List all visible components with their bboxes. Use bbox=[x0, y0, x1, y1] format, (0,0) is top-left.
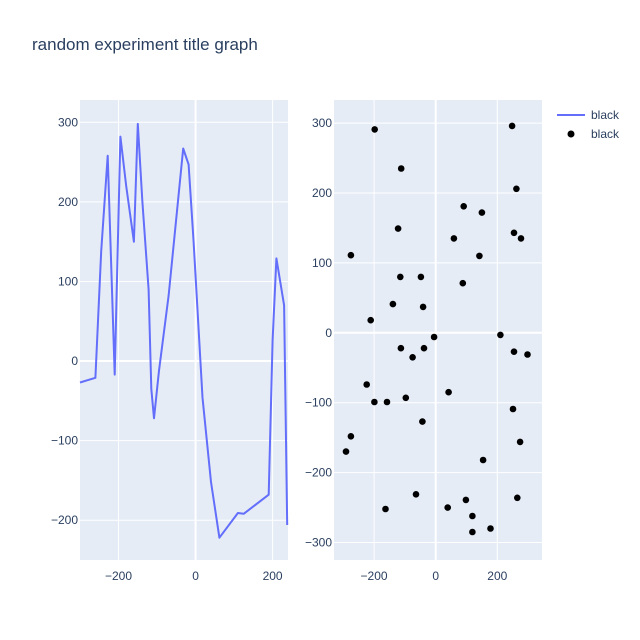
legend-item-line[interactable]: black bbox=[557, 108, 620, 122]
x-tick-label: −200 bbox=[105, 569, 132, 583]
line-series-left bbox=[79, 122, 289, 539]
scatter-point bbox=[409, 354, 416, 361]
scatter-point bbox=[419, 303, 427, 311]
scatter-point bbox=[363, 381, 371, 388]
scatter-point bbox=[371, 126, 379, 133]
y-tick-label: 300 bbox=[58, 115, 78, 129]
scatter-point bbox=[444, 504, 452, 511]
scatter-point bbox=[347, 433, 355, 440]
legend-marker-swatch bbox=[567, 130, 575, 138]
scatter-point bbox=[509, 405, 517, 413]
scatter-point bbox=[497, 331, 504, 339]
y-tick-label: 200 bbox=[312, 186, 332, 200]
scatter-point bbox=[347, 251, 355, 259]
subplot-left-line: −200 0 200 −200 −100 0 100 200 300 bbox=[51, 100, 289, 583]
x-tick-label: 0 bbox=[192, 569, 199, 583]
scatter-point bbox=[514, 494, 521, 502]
chart-title: random experiment title graph bbox=[32, 35, 258, 54]
scatter-point bbox=[367, 316, 375, 324]
scatter-point bbox=[469, 512, 476, 520]
scatter-point bbox=[510, 348, 518, 356]
y-tick-label: 100 bbox=[312, 256, 332, 270]
y-tick-label: −200 bbox=[305, 466, 332, 480]
scatter-point bbox=[445, 388, 452, 396]
scatter-point bbox=[402, 394, 410, 402]
legend[interactable]: black black bbox=[557, 108, 620, 141]
y-tick-label: 100 bbox=[58, 274, 78, 288]
legend-label-line: black bbox=[591, 108, 620, 122]
scatter-point bbox=[419, 418, 426, 425]
plot-background-left bbox=[80, 100, 288, 560]
y-tick-label: −100 bbox=[51, 434, 78, 448]
x-ticks-left: −200 0 200 bbox=[105, 569, 283, 583]
scatter-series-right bbox=[342, 122, 531, 536]
scatter-point bbox=[487, 525, 494, 532]
scatter-point bbox=[420, 344, 428, 352]
grid-right bbox=[334, 100, 542, 560]
x-tick-label: −200 bbox=[361, 569, 388, 583]
scatter-point bbox=[478, 209, 486, 216]
scatter-point bbox=[389, 300, 397, 308]
scatter-point bbox=[397, 344, 405, 352]
y-tick-label: 300 bbox=[312, 116, 332, 130]
y-tick-label: 0 bbox=[71, 354, 78, 368]
legend-label-marker: black bbox=[591, 127, 620, 141]
x-tick-label: 200 bbox=[263, 569, 283, 583]
scatter-point bbox=[517, 235, 525, 242]
scatter-point bbox=[397, 273, 404, 281]
scatter-point bbox=[469, 528, 476, 536]
y-tick-label: −100 bbox=[305, 396, 332, 410]
scatter-point bbox=[524, 351, 531, 358]
x-tick-label: 0 bbox=[432, 569, 439, 583]
y-ticks-left: −200 −100 0 100 200 300 bbox=[51, 115, 78, 527]
scatter-point bbox=[513, 185, 520, 193]
scatter-point bbox=[383, 398, 391, 406]
x-tick-label: 200 bbox=[487, 569, 507, 583]
scatter-point bbox=[371, 398, 378, 406]
scatter-point bbox=[462, 496, 470, 504]
scatter-point bbox=[516, 438, 524, 446]
scatter-point bbox=[342, 448, 350, 455]
scatter-point bbox=[394, 225, 402, 232]
scatter-point bbox=[397, 165, 405, 172]
scatter-point bbox=[476, 252, 483, 260]
scatter-point bbox=[417, 273, 425, 281]
y-tick-label: −300 bbox=[305, 536, 332, 550]
scatter-point bbox=[450, 235, 458, 242]
scatter-point bbox=[382, 505, 389, 513]
legend-item-marker[interactable]: black bbox=[567, 127, 621, 141]
plot-background-right bbox=[334, 100, 542, 560]
series-line bbox=[79, 122, 289, 539]
y-tick-label: 200 bbox=[58, 195, 78, 209]
scatter-point bbox=[479, 456, 487, 464]
scatter-point bbox=[430, 333, 438, 341]
scatter-point bbox=[508, 122, 516, 130]
x-ticks-right: −200 0 200 bbox=[361, 569, 508, 583]
y-ticks-right: −300 −200 −100 0 100 200 300 bbox=[305, 116, 332, 549]
y-tick-label: 0 bbox=[325, 326, 332, 340]
subplot-right-scatter: −200 0 200 −300 −200 −100 0 100 200 300 bbox=[305, 100, 542, 583]
y-tick-label: −200 bbox=[51, 513, 78, 527]
scatter-point bbox=[460, 203, 468, 210]
scatter-point bbox=[412, 491, 420, 498]
scatter-point bbox=[510, 229, 518, 237]
scatter-point bbox=[459, 279, 467, 287]
